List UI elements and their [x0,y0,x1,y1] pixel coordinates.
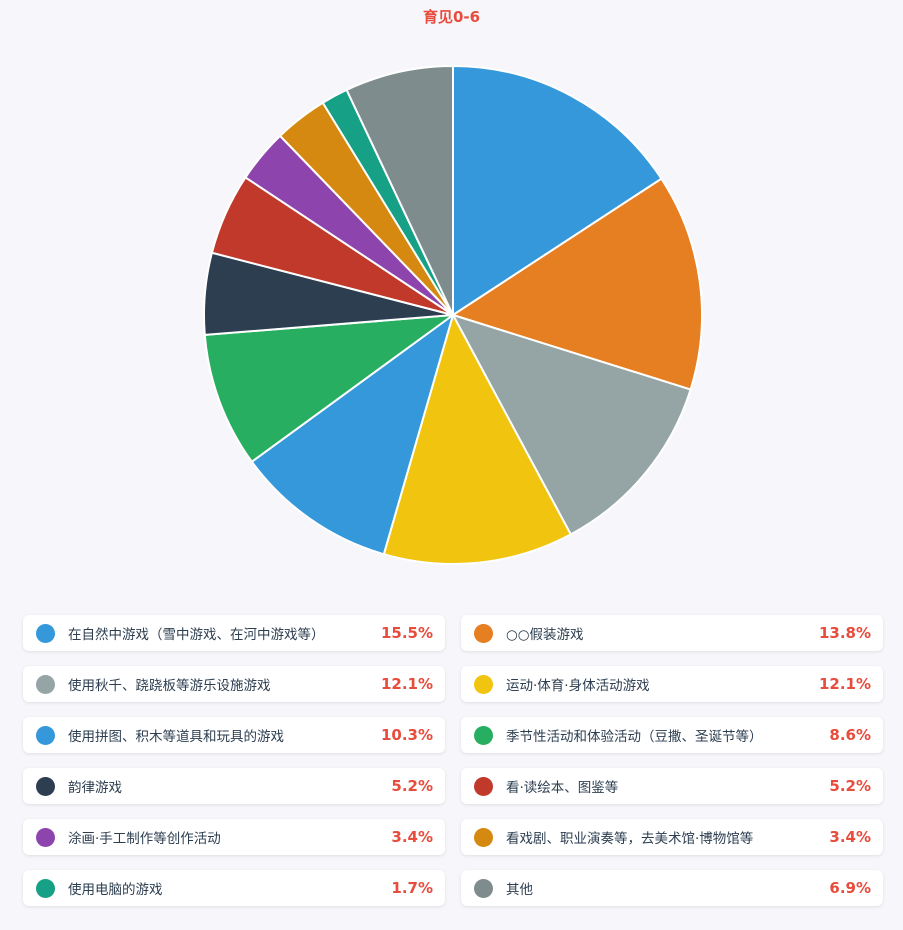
chart-title: 育见0-6 [422,8,481,26]
legend-label: 季节性活动和体验活动（豆撒、圣诞节等） [506,729,763,745]
legend-percentage: 3.4% [391,828,433,846]
legend-label: 运动·体育·身体活动游戏 [506,678,650,694]
legend-percentage: 15.5% [380,624,433,642]
legend-item: 使用秋千、跷跷板等游乐设施游戏 12.1% [23,666,445,702]
legend-label: 其他 [506,882,533,898]
legend-percentage: 10.3% [380,726,433,744]
pie-chart [203,64,703,565]
legend-color-dot [474,827,493,847]
legend-percentage: 3.4% [829,828,871,846]
legend-percentage: 12.1% [380,675,433,693]
legend-item: 看·读绘本、图鉴等 5.2% [461,768,883,804]
legend-percentage: 12.1% [818,675,871,693]
legend-item: 在自然中游戏（雪中游戏、在河中游戏等） 15.5% [23,615,445,651]
legend-item: 运动·体育·身体活动游戏 12.1% [461,666,883,702]
legend-color-dot [474,674,493,694]
pie-slice-12 [345,64,454,316]
legend-color-dot [36,878,55,898]
legend-color-dot [474,776,493,796]
legend-color-dot [474,623,493,643]
legend-percentage: 8.6% [829,726,871,744]
legend-label: 使用秋千、跷跷板等游乐设施游戏 [68,678,271,694]
legend-percentage: 13.8% [818,624,871,642]
legend-item: 其他 6.9% [461,870,883,906]
legend-color-dot [36,623,55,643]
pie-slice-6 [203,313,457,464]
legend-percentage: 5.2% [829,777,871,795]
legend-percentage: 1.7% [391,879,433,897]
legend-color-dot [36,674,55,694]
legend-color-dot [474,725,493,745]
legend-item: 使用电脑的游戏 1.7% [23,870,445,906]
legend-color-dot [36,776,55,796]
legend-color-dot [36,725,55,745]
legend-percentage: 6.9% [829,879,871,897]
legend: 在自然中游戏（雪中游戏、在河中游戏等） 15.5% ○○假装游戏 13.8% 使用秋千、… [23,615,883,906]
legend-label: 看戏剧、职业演奏等，去美术馆·博物馆等 [506,831,754,847]
legend-color-dot [36,827,55,847]
pie-slice-3 [450,313,692,536]
pie-slice-1 [452,64,663,317]
legend-label: 韵律游戏 [68,780,122,796]
pie-slice-5 [250,312,455,556]
legend-label: ○○假装游戏 [506,627,584,643]
legend-item: 韵律游戏 5.2% [23,768,445,804]
legend-label: 使用电脑的游戏 [68,882,163,898]
legend-label: 看·读绘本、图鉴等 [506,780,619,796]
legend-item: 使用拼图、积木等道具和玩具的游戏 10.3% [23,717,445,753]
legend-label: 使用拼图、积木等道具和玩具的游戏 [68,729,284,745]
legend-item: 季节性活动和体验活动（豆撒、圣诞节等） 8.6% [461,717,883,753]
legend-label: 在自然中游戏（雪中游戏、在河中游戏等） [68,627,325,643]
legend-label: 涂画·手工制作等创作活动 [68,831,221,847]
pie-slice-4 [382,312,573,565]
legend-item: 涂画·手工制作等创作活动 3.4% [23,819,445,855]
legend-color-dot [474,878,493,898]
legend-item: 看戏剧、职业演奏等，去美术馆·博物馆等 3.4% [461,819,883,855]
pie-slice-2 [450,177,703,391]
legend-item: ○○假装游戏 13.8% [461,615,883,651]
legend-percentage: 5.2% [391,777,433,795]
